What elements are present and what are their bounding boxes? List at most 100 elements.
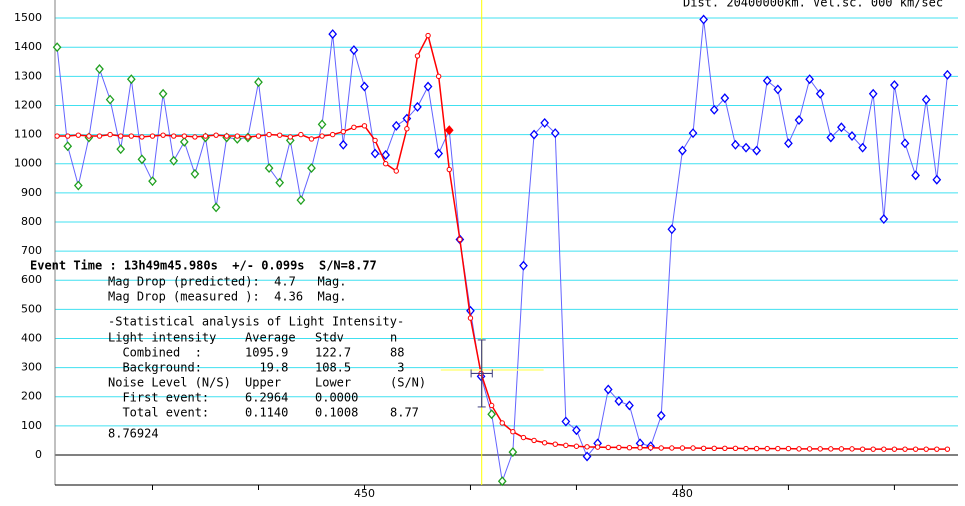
data-point <box>52 42 62 53</box>
data-point <box>667 224 677 235</box>
stats-cell: Noise Level (N/S) <box>108 376 231 390</box>
model-point <box>340 128 346 135</box>
model-point <box>817 446 823 452</box>
model-point <box>849 446 855 452</box>
model-point <box>213 132 219 138</box>
y-tick-label: 0 <box>35 448 42 461</box>
data-point <box>572 425 581 436</box>
data-point <box>317 119 327 130</box>
model-point <box>54 133 60 139</box>
data-point <box>275 177 285 188</box>
model-point <box>806 446 813 452</box>
y-tick-label: 1000 <box>14 157 42 170</box>
data-point <box>561 416 571 427</box>
y-tick-label: 700 <box>21 244 42 257</box>
model-point <box>753 445 760 452</box>
model-point <box>764 445 770 452</box>
data-point <box>307 163 316 174</box>
model-point <box>732 445 739 451</box>
data-point <box>709 104 719 115</box>
data-point <box>497 476 507 487</box>
annotation-line: Mag Drop (predicted): 4.7 Mag. <box>108 275 346 289</box>
model-point <box>669 445 675 451</box>
model-point <box>912 446 919 452</box>
model-point <box>234 133 240 139</box>
model-point <box>488 402 495 409</box>
data-point <box>550 128 560 139</box>
header-text: Dist. 20400000km. Vel.sc. 000 km/sec <box>683 0 943 10</box>
model-point <box>584 444 590 450</box>
model-point <box>594 444 601 450</box>
data-point <box>879 214 889 225</box>
data-point <box>678 145 687 156</box>
annotation-line: -Statistical analysis of Light Intensity… <box>108 315 404 329</box>
data-point <box>603 384 613 395</box>
data-point <box>762 75 772 86</box>
model-point <box>743 445 749 452</box>
model-point <box>329 131 336 138</box>
model-point <box>245 134 251 140</box>
model-point <box>573 443 580 449</box>
stats-cell: Combined : <box>108 346 202 360</box>
model-point <box>711 445 717 451</box>
stats-cell: Light intensity <box>108 331 216 345</box>
stats-cell: Total event: <box>108 406 209 420</box>
data-point <box>169 155 179 166</box>
model-point <box>446 166 452 173</box>
stats-cell: 8.77 <box>390 406 419 420</box>
model-point <box>658 445 664 451</box>
data-point <box>837 122 846 133</box>
model-point <box>393 168 399 174</box>
model-point <box>266 131 272 138</box>
data-point <box>932 174 942 185</box>
data-point <box>826 132 836 143</box>
model-point <box>414 53 421 59</box>
model-point <box>372 137 378 144</box>
data-point <box>391 120 401 131</box>
data-point <box>423 81 433 92</box>
model-point <box>149 133 156 139</box>
x-tick-label: 480 <box>672 487 693 500</box>
model-point <box>541 440 548 446</box>
model-point <box>902 446 908 452</box>
model-point <box>75 132 82 138</box>
data-point <box>370 148 380 159</box>
stats-cell: Average <box>245 331 296 345</box>
y-tick-label: 1500 <box>14 11 42 24</box>
model-point <box>467 315 474 321</box>
y-tick-label: 300 <box>21 361 42 374</box>
stats-cell: Lower <box>315 376 351 390</box>
y-tick-label: 500 <box>21 302 42 315</box>
y-tick-label: 1400 <box>14 40 42 53</box>
data-point <box>529 129 539 140</box>
model-point <box>690 445 696 451</box>
data-point <box>381 149 391 160</box>
y-tick-label: 200 <box>21 390 42 403</box>
data-point <box>943 69 952 80</box>
data-point <box>105 94 115 105</box>
data-point <box>158 88 168 99</box>
data-point <box>413 101 422 112</box>
model-point <box>255 133 262 139</box>
y-tick-label: 900 <box>21 186 42 199</box>
data-point <box>179 136 189 147</box>
data-point <box>349 45 359 56</box>
stats-cell: n <box>390 331 397 345</box>
data-point <box>296 195 306 206</box>
y-tick-label: 1300 <box>14 69 42 82</box>
data-point <box>741 142 751 153</box>
data-point <box>784 138 793 149</box>
data-point <box>487 409 497 420</box>
data-point <box>508 447 518 458</box>
model-point <box>128 133 135 139</box>
model-point <box>171 133 177 139</box>
stats-cell: 0.1008 <box>315 406 358 420</box>
model-point <box>361 123 368 129</box>
data-point <box>285 135 295 146</box>
model-point <box>552 441 558 447</box>
model-point <box>700 445 707 451</box>
stats-cell: 122.7 <box>315 346 351 360</box>
model-point <box>531 437 537 444</box>
model-point <box>351 124 357 130</box>
data-point <box>911 170 920 181</box>
